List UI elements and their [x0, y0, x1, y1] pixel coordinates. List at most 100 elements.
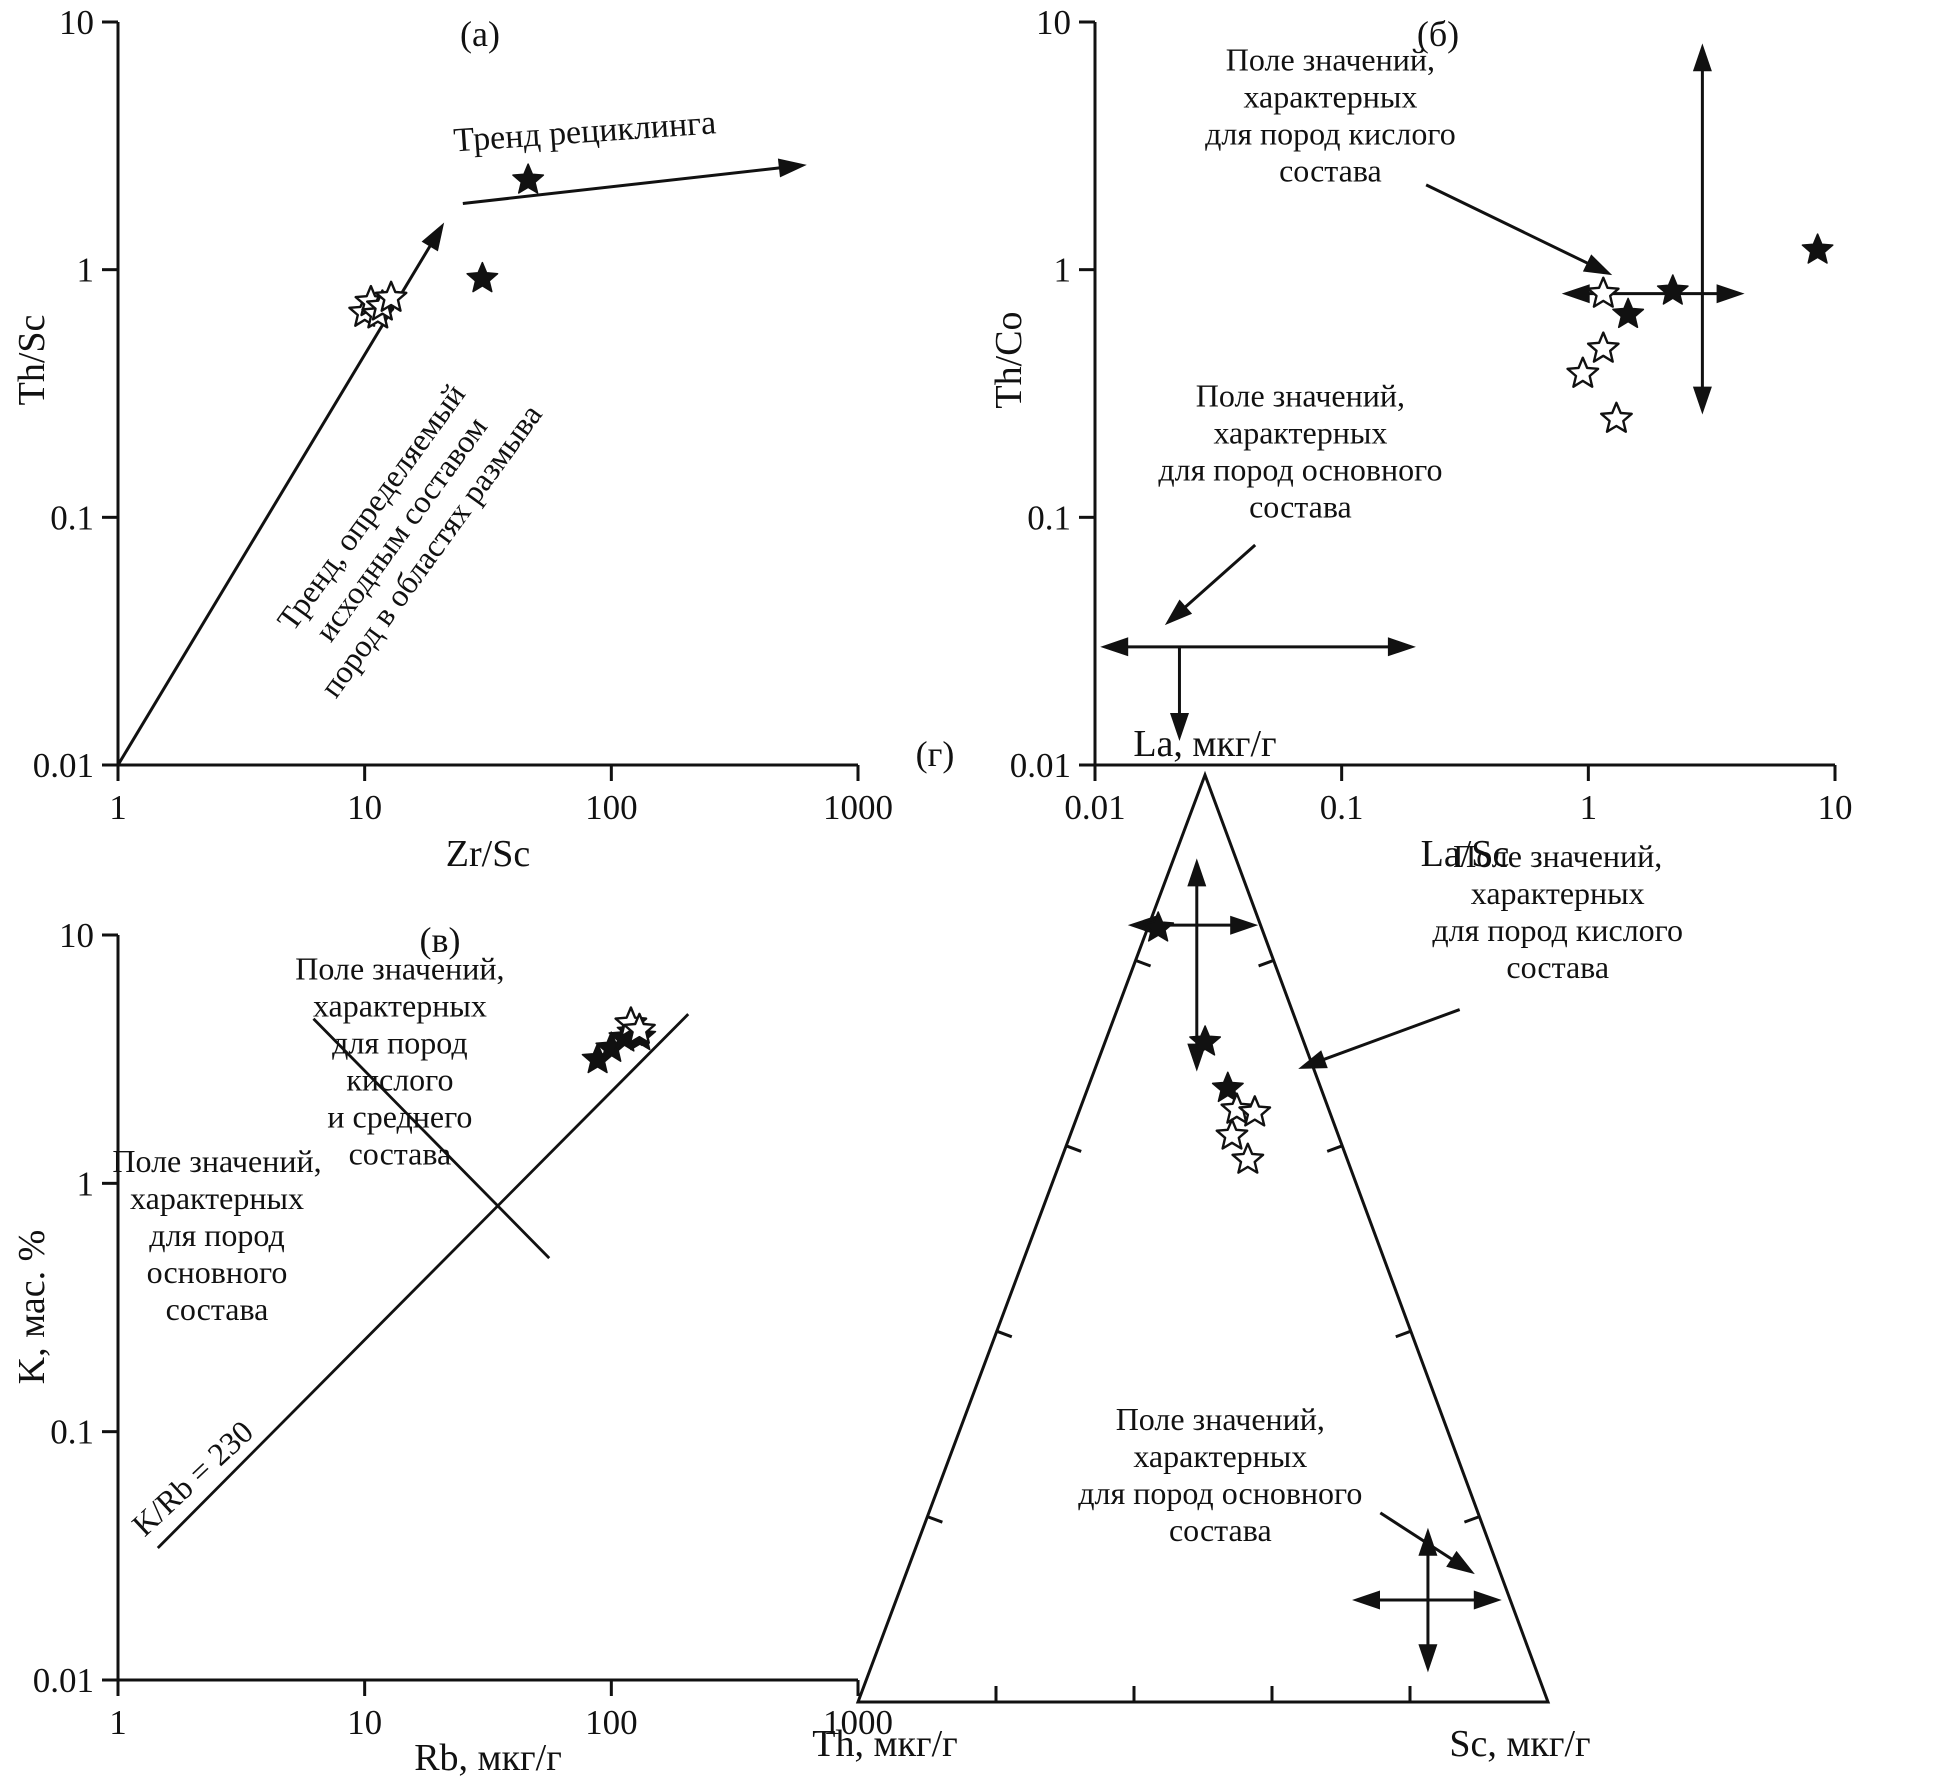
sample-point-filled-star — [512, 163, 545, 194]
sample-point-filled-star — [1612, 297, 1645, 329]
x-tick-label: 10 — [1818, 788, 1853, 827]
arrow-head — [1692, 43, 1712, 72]
panel-b: (б) La/Sc Th/Co 0.01 0.1 1 10 0.01 0.1 1 10 Поле… — [988, 3, 1853, 875]
edge-tick — [1463, 1515, 1480, 1524]
mafic-callout-arrow — [1164, 543, 1257, 626]
felsic-field-label: Поле значений, характерных для пород кисло… — [1432, 838, 1683, 985]
sample-point-open-star — [623, 1012, 656, 1044]
panel-g-right-apex-label: Sc, мкг/г — [1449, 1723, 1590, 1765]
edge-tick — [926, 1515, 943, 1524]
arrow-shaft — [462, 166, 784, 205]
x-tick-label: 1000 — [823, 1703, 893, 1742]
sample-point-open-star — [1600, 401, 1633, 433]
arrow-head — [1164, 599, 1193, 626]
arrow-shaft — [1425, 183, 1592, 267]
arrow-head — [1100, 637, 1129, 657]
panel-a-title: (а) — [460, 14, 500, 54]
arrow-head — [777, 158, 807, 178]
x-tick-label: 1 — [109, 1703, 127, 1742]
felsic-field-vertical-arrow — [1692, 43, 1712, 415]
arrow-head — [421, 222, 445, 252]
panel-g-top-apex-label: La, мкг/г — [1133, 723, 1276, 765]
arrow-head — [1127, 915, 1156, 935]
sample-point-open-star — [1566, 356, 1600, 388]
arrow-shaft — [1320, 1008, 1461, 1062]
panel-v: (в) Rb, мкг/г K, мас. % 1 10 100 1000 0.01 0.… — [11, 916, 893, 1779]
x-tick-label: 10 — [347, 788, 382, 827]
felsic-field-horizontal-arrow — [1561, 284, 1745, 304]
mafic-field-label: Поле значений, характерных для пород основн… — [112, 1143, 321, 1327]
x-tick-label: 100 — [585, 788, 638, 827]
mafic-field-label: Поле значений, характерных для пород основ… — [1158, 378, 1442, 525]
arrow-head — [1418, 1644, 1438, 1673]
source-composition-trend-arrow — [116, 222, 445, 766]
panel-a-xlabel: Zr/Sc — [446, 833, 530, 875]
x-tick-label: 0.01 — [1064, 788, 1125, 827]
y-tick-label: 0.01 — [1010, 746, 1071, 785]
arrow-head — [1692, 386, 1712, 415]
recycling-trend-label: Тренд рециклинга — [452, 104, 717, 159]
sample-point-open-star — [374, 280, 408, 312]
y-tick-label: 10 — [59, 3, 94, 42]
x-tick-label: 100 — [585, 1703, 638, 1742]
sample-point-filled-star — [1656, 274, 1689, 305]
panel-v-title: (в) — [420, 920, 461, 960]
y-tick-label: 0.01 — [33, 1661, 94, 1700]
arrow-head — [1446, 1550, 1475, 1575]
arrow-head — [1170, 713, 1189, 741]
recycling-trend-arrow — [462, 158, 807, 205]
arrow-head — [1473, 1590, 1502, 1610]
x-tick-label: 1 — [109, 788, 127, 827]
arrow-head — [1561, 284, 1590, 304]
sample-point-open-star — [1220, 1092, 1254, 1124]
arrow-head — [1230, 915, 1259, 935]
edge-tick — [1135, 958, 1152, 968]
sample-point-filled-star — [466, 261, 499, 293]
x-tick-label: 1000 — [823, 788, 893, 827]
edge-tick — [1326, 1144, 1343, 1153]
y-tick-label: 10 — [59, 916, 94, 955]
sample-point-filled-star — [1189, 1025, 1222, 1056]
panel-g-left-apex-label: Th, мкг/г — [812, 1723, 957, 1765]
sample-point-filled-star — [1142, 911, 1175, 942]
x-tick-label: 0.1 — [1320, 788, 1364, 827]
panel-b-ylabel: Th/Co — [988, 311, 1030, 408]
panel-b-title: (б) — [1417, 14, 1459, 54]
arrow-head — [1298, 1050, 1328, 1069]
y-tick-label: 0.01 — [33, 746, 94, 785]
k-rb-ratio-label: K/Rb = 230 — [125, 1413, 260, 1543]
panel-v-ylabel: K, мас. % — [11, 1230, 53, 1385]
arrow-head — [1582, 254, 1613, 276]
y-tick-label: 0.1 — [1027, 498, 1071, 537]
felsic-intermediate-field-label: Поле значений, характерных для пород кислог… — [295, 950, 504, 1171]
mafic-field-vertical-arrow — [1418, 1527, 1438, 1673]
x-tick-label: 10 — [347, 1703, 382, 1742]
field-divider-line — [312, 1017, 551, 1260]
y-tick-label: 0.1 — [50, 498, 94, 537]
edge-tick — [996, 1329, 1013, 1339]
arrow-shaft — [1379, 1511, 1456, 1563]
y-tick-label: 10 — [1036, 3, 1071, 42]
panel-b-xlabel: La/Sc — [1421, 833, 1510, 875]
y-tick-label: 1 — [77, 1164, 95, 1203]
edge-tick — [1395, 1329, 1412, 1339]
felsic-callout-arrow — [1298, 1008, 1461, 1069]
edge-tick — [1065, 1144, 1082, 1153]
sample-point-open-star — [1238, 1095, 1272, 1127]
mafic-field-label: Поле значений, характерных для пород основ… — [1078, 1401, 1362, 1548]
arrow-shaft — [1181, 543, 1257, 611]
felsic-callout-arrow — [1425, 183, 1613, 276]
ternary-outline — [855, 770, 1551, 1704]
y-tick-label: 1 — [77, 251, 95, 290]
y-tick-label: 0.1 — [50, 1413, 94, 1452]
arrow-head — [1418, 1527, 1438, 1556]
arrow-head — [1187, 858, 1207, 887]
sample-point-open-star — [1215, 1118, 1249, 1150]
arrow-head — [1352, 1590, 1380, 1610]
mafic-callout-arrow — [1379, 1511, 1475, 1575]
source-trend-label: Тренд, определяемыйисходным составомпоро… — [253, 354, 549, 704]
k-rb-230-line — [156, 1013, 690, 1550]
x-tick-label: 1 — [1580, 788, 1598, 827]
